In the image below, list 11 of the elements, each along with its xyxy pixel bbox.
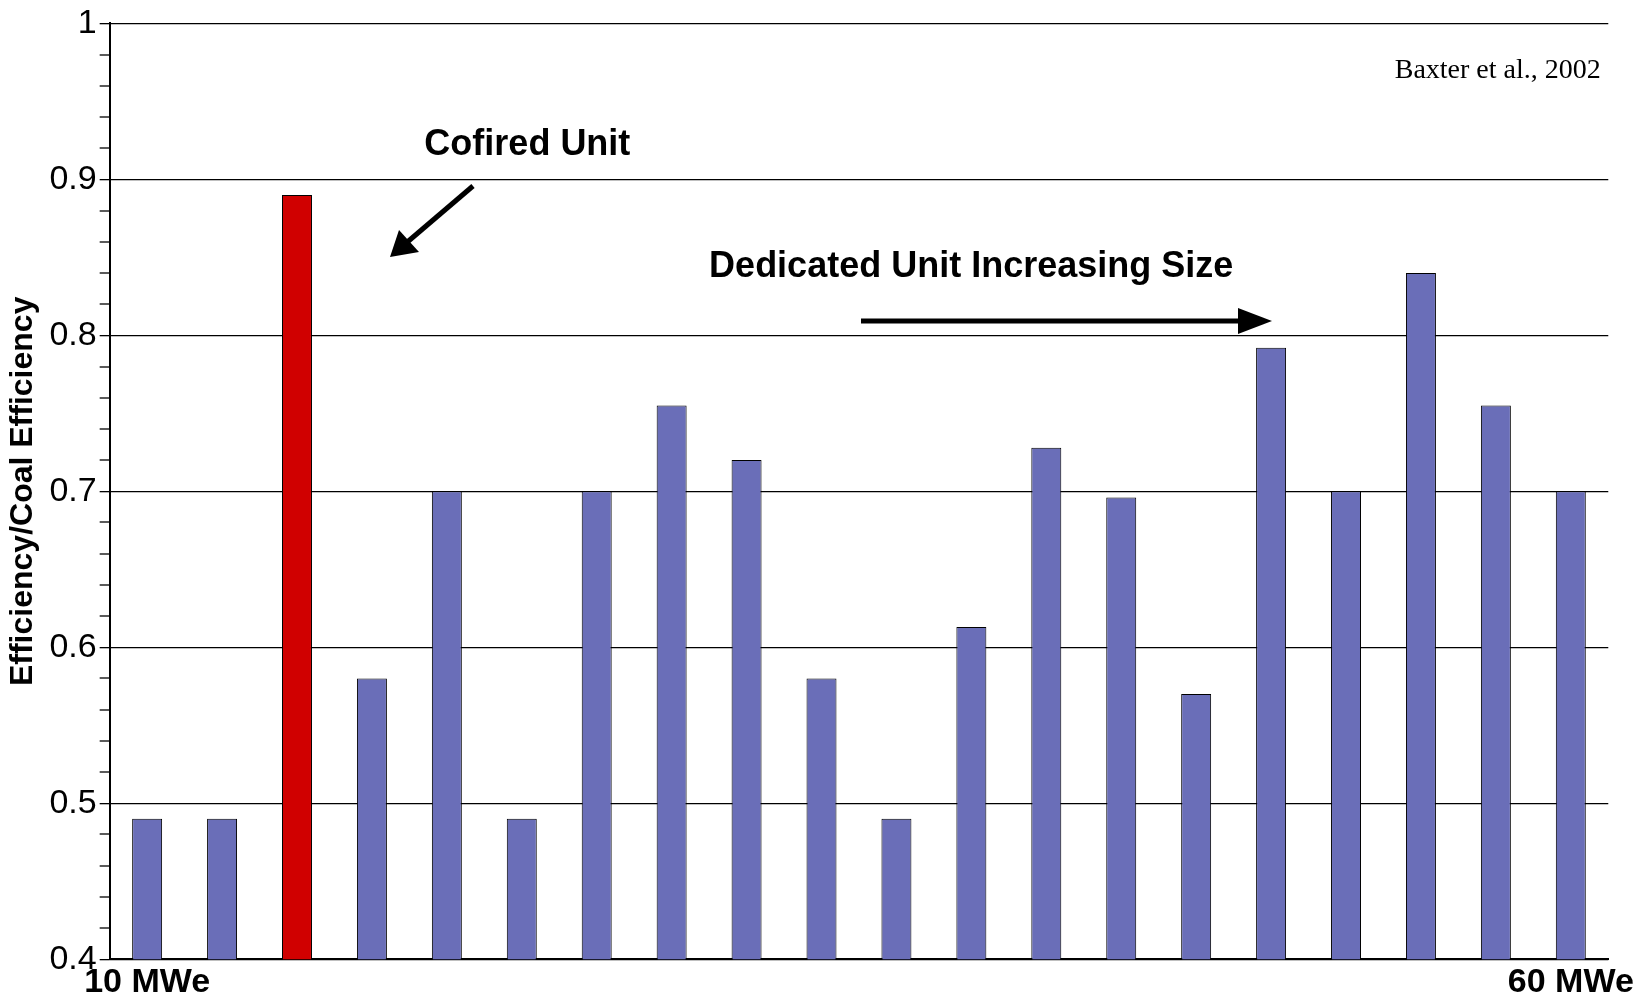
y-tick-label: 1 — [77, 1, 97, 40]
y-tick-label: 0.8 — [49, 313, 97, 352]
y-axis-title: Efficiency/Coal Efficiency — [3, 296, 40, 687]
annotation: Baxter et al., 2002 — [1394, 52, 1601, 84]
x-tick-label: 60 MWe — [1507, 960, 1634, 999]
y-tick-label: 0.5 — [49, 781, 97, 820]
y-tick-label: 0.6 — [49, 625, 97, 664]
y-tick-label: 0.7 — [49, 469, 97, 508]
y-tick-label: 0.9 — [49, 157, 97, 196]
annotation: Dedicated Unit Increasing Size — [709, 243, 1234, 285]
annotation: Cofired Unit — [424, 121, 631, 163]
